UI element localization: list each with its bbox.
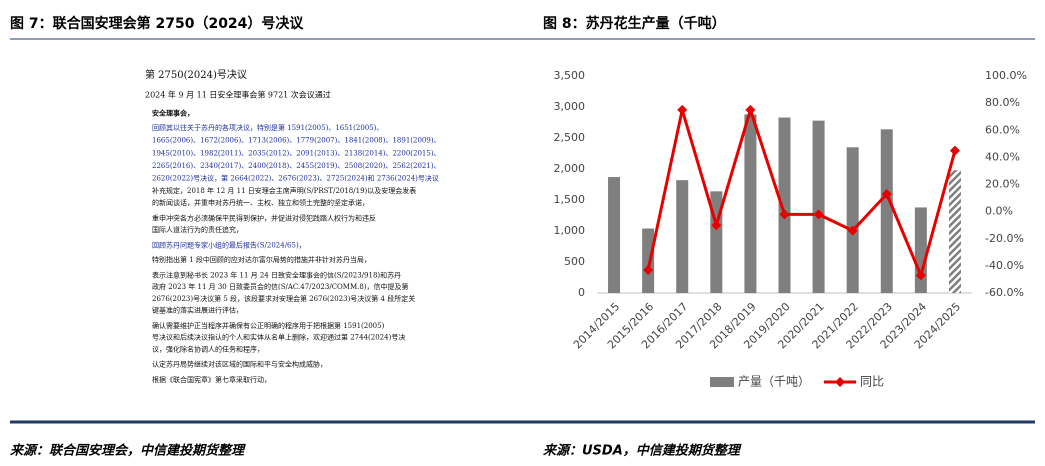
source-note: 来源：联合国安理会，中信建投期货整理: [10, 443, 246, 459]
line-marker: [745, 104, 756, 115]
y2-tick-label: 40.0%: [985, 150, 1020, 163]
legend-label: 产量（千吨）: [738, 375, 810, 389]
y-tick-label: 500: [564, 255, 585, 268]
line-marker: [643, 264, 654, 275]
y-tick-label: 3,500: [554, 69, 586, 82]
document-line: 安全理事会，: [152, 109, 194, 118]
bar: [948, 170, 961, 293]
document-line: 2024 年 9 月 11 日安全理事会第 9721 次会议通过: [145, 89, 331, 99]
document-line: 1665(2006)、1672(2006)、1713(2006)、1779(20…: [152, 137, 441, 145]
source-note: 来源：USDA，中信建投期货整理: [543, 443, 742, 459]
document-line: 特别指出第 1 段中回顾的应对达尔富尔局势的措施并非针对苏丹当局，: [152, 255, 371, 264]
document-line: 回顾苏丹问题专家小组的最后报告(S/2024/65)，: [152, 240, 306, 249]
line-marker: [711, 220, 722, 231]
bar: [812, 120, 825, 293]
y2-tick-label: 80.0%: [985, 96, 1020, 109]
document-line: 认定苏丹局势继续对该区域的国际和平与安全构成威胁，: [152, 360, 327, 369]
y2-tick-label: -20.0%: [985, 232, 1024, 245]
y-tick-label: 2,500: [554, 131, 586, 144]
bar: [676, 180, 689, 293]
document-line: 国际人道法行为的责任追究，: [152, 225, 243, 234]
line-marker: [677, 104, 688, 115]
line-marker: [813, 209, 824, 220]
bar: [778, 117, 791, 293]
document-line: 2676(2023)号决议第 5 段，该段要求对安理会第 2676(2023)号…: [152, 294, 415, 303]
bar: [846, 147, 859, 293]
document-line: 第 2750(2024)号决议: [145, 68, 247, 81]
y2-tick-label: 60.0%: [985, 123, 1020, 136]
bar: [608, 177, 621, 293]
document-line: 的新闻谈话，并重申对苏丹统一、主权、独立和领土完整的坚定承诺，: [152, 198, 369, 207]
bar: [744, 114, 757, 293]
y-tick-label: 1,500: [554, 193, 586, 206]
figure-title: 图 8：苏丹花生产量（千吨）: [543, 15, 726, 32]
y2-tick-label: -40.0%: [985, 259, 1024, 272]
document-line: 表示注意到秘书长 2023 年 11 月 24 日致安全理事会的信(S/2023…: [152, 270, 401, 279]
y-tick-label: 0: [578, 286, 585, 299]
y2-tick-label: 0.0%: [985, 205, 1013, 218]
document-line: 2265(2016)、2340(2017)、2400(2018)、2455(20…: [152, 162, 441, 170]
figure-title: 图 7：联合国安理会第 2750（2024）号决议: [10, 15, 304, 32]
legend-swatch: [710, 377, 734, 387]
document-line: 政府 2023 年 11 月 30 日致委员会的信(S/AC.47/2023/C…: [152, 282, 409, 291]
y2-tick-label: 20.0%: [985, 178, 1020, 191]
y-tick-label: 3,000: [554, 100, 586, 113]
y-tick-label: 1,000: [554, 224, 586, 237]
document-line: 议，强化除名协调人的任务和程序，: [152, 344, 264, 353]
document-line: 回顾其以往关于苏丹的各项决议，特别是第 1591(2005)、1651(2005…: [152, 123, 383, 132]
line: [646, 108, 957, 277]
document-line: 重申冲突各方必须确保平民得到保护，并促进对侵犯践踏人权行为和违反: [152, 213, 376, 222]
y2-tick-label: -60.0%: [985, 286, 1024, 299]
document-line: 确认需要维护正当程序并确保有公正明确的程序用于把根据第 1591(2005): [152, 321, 385, 330]
line-marker: [779, 209, 790, 220]
legend-label: 同比: [860, 375, 884, 389]
document-image: [130, 58, 422, 402]
line-marker: [915, 270, 926, 281]
document-line: 号决议和后续决议指认的个人和实体从名单上删除，欢迎通过第 2744(2024)号…: [152, 333, 405, 342]
line-marker: [847, 225, 858, 236]
document-line: 补充规定，2018 年 12 月 11 日安理会主席声明(S/PRST/2018…: [152, 186, 416, 195]
document-line: 2620(2022)号决议，第 2664(2022)、2676(2023)、27…: [152, 174, 439, 183]
line-marker: [881, 188, 892, 199]
legend-swatch: [835, 377, 846, 387]
bar: [880, 129, 893, 293]
line-marker: [949, 145, 960, 156]
bar: [642, 228, 655, 293]
document-line: 根据《联合国宪章》第七章采取行动，: [152, 375, 271, 384]
y2-tick-label: 100.0%: [985, 69, 1027, 82]
document-line: 键基准的落实进展进行评估，: [152, 306, 243, 315]
y-tick-label: 2,000: [554, 162, 586, 175]
document-line: 1945(2010)、1982(2011)、2035(2012)、2091(20…: [152, 149, 441, 157]
